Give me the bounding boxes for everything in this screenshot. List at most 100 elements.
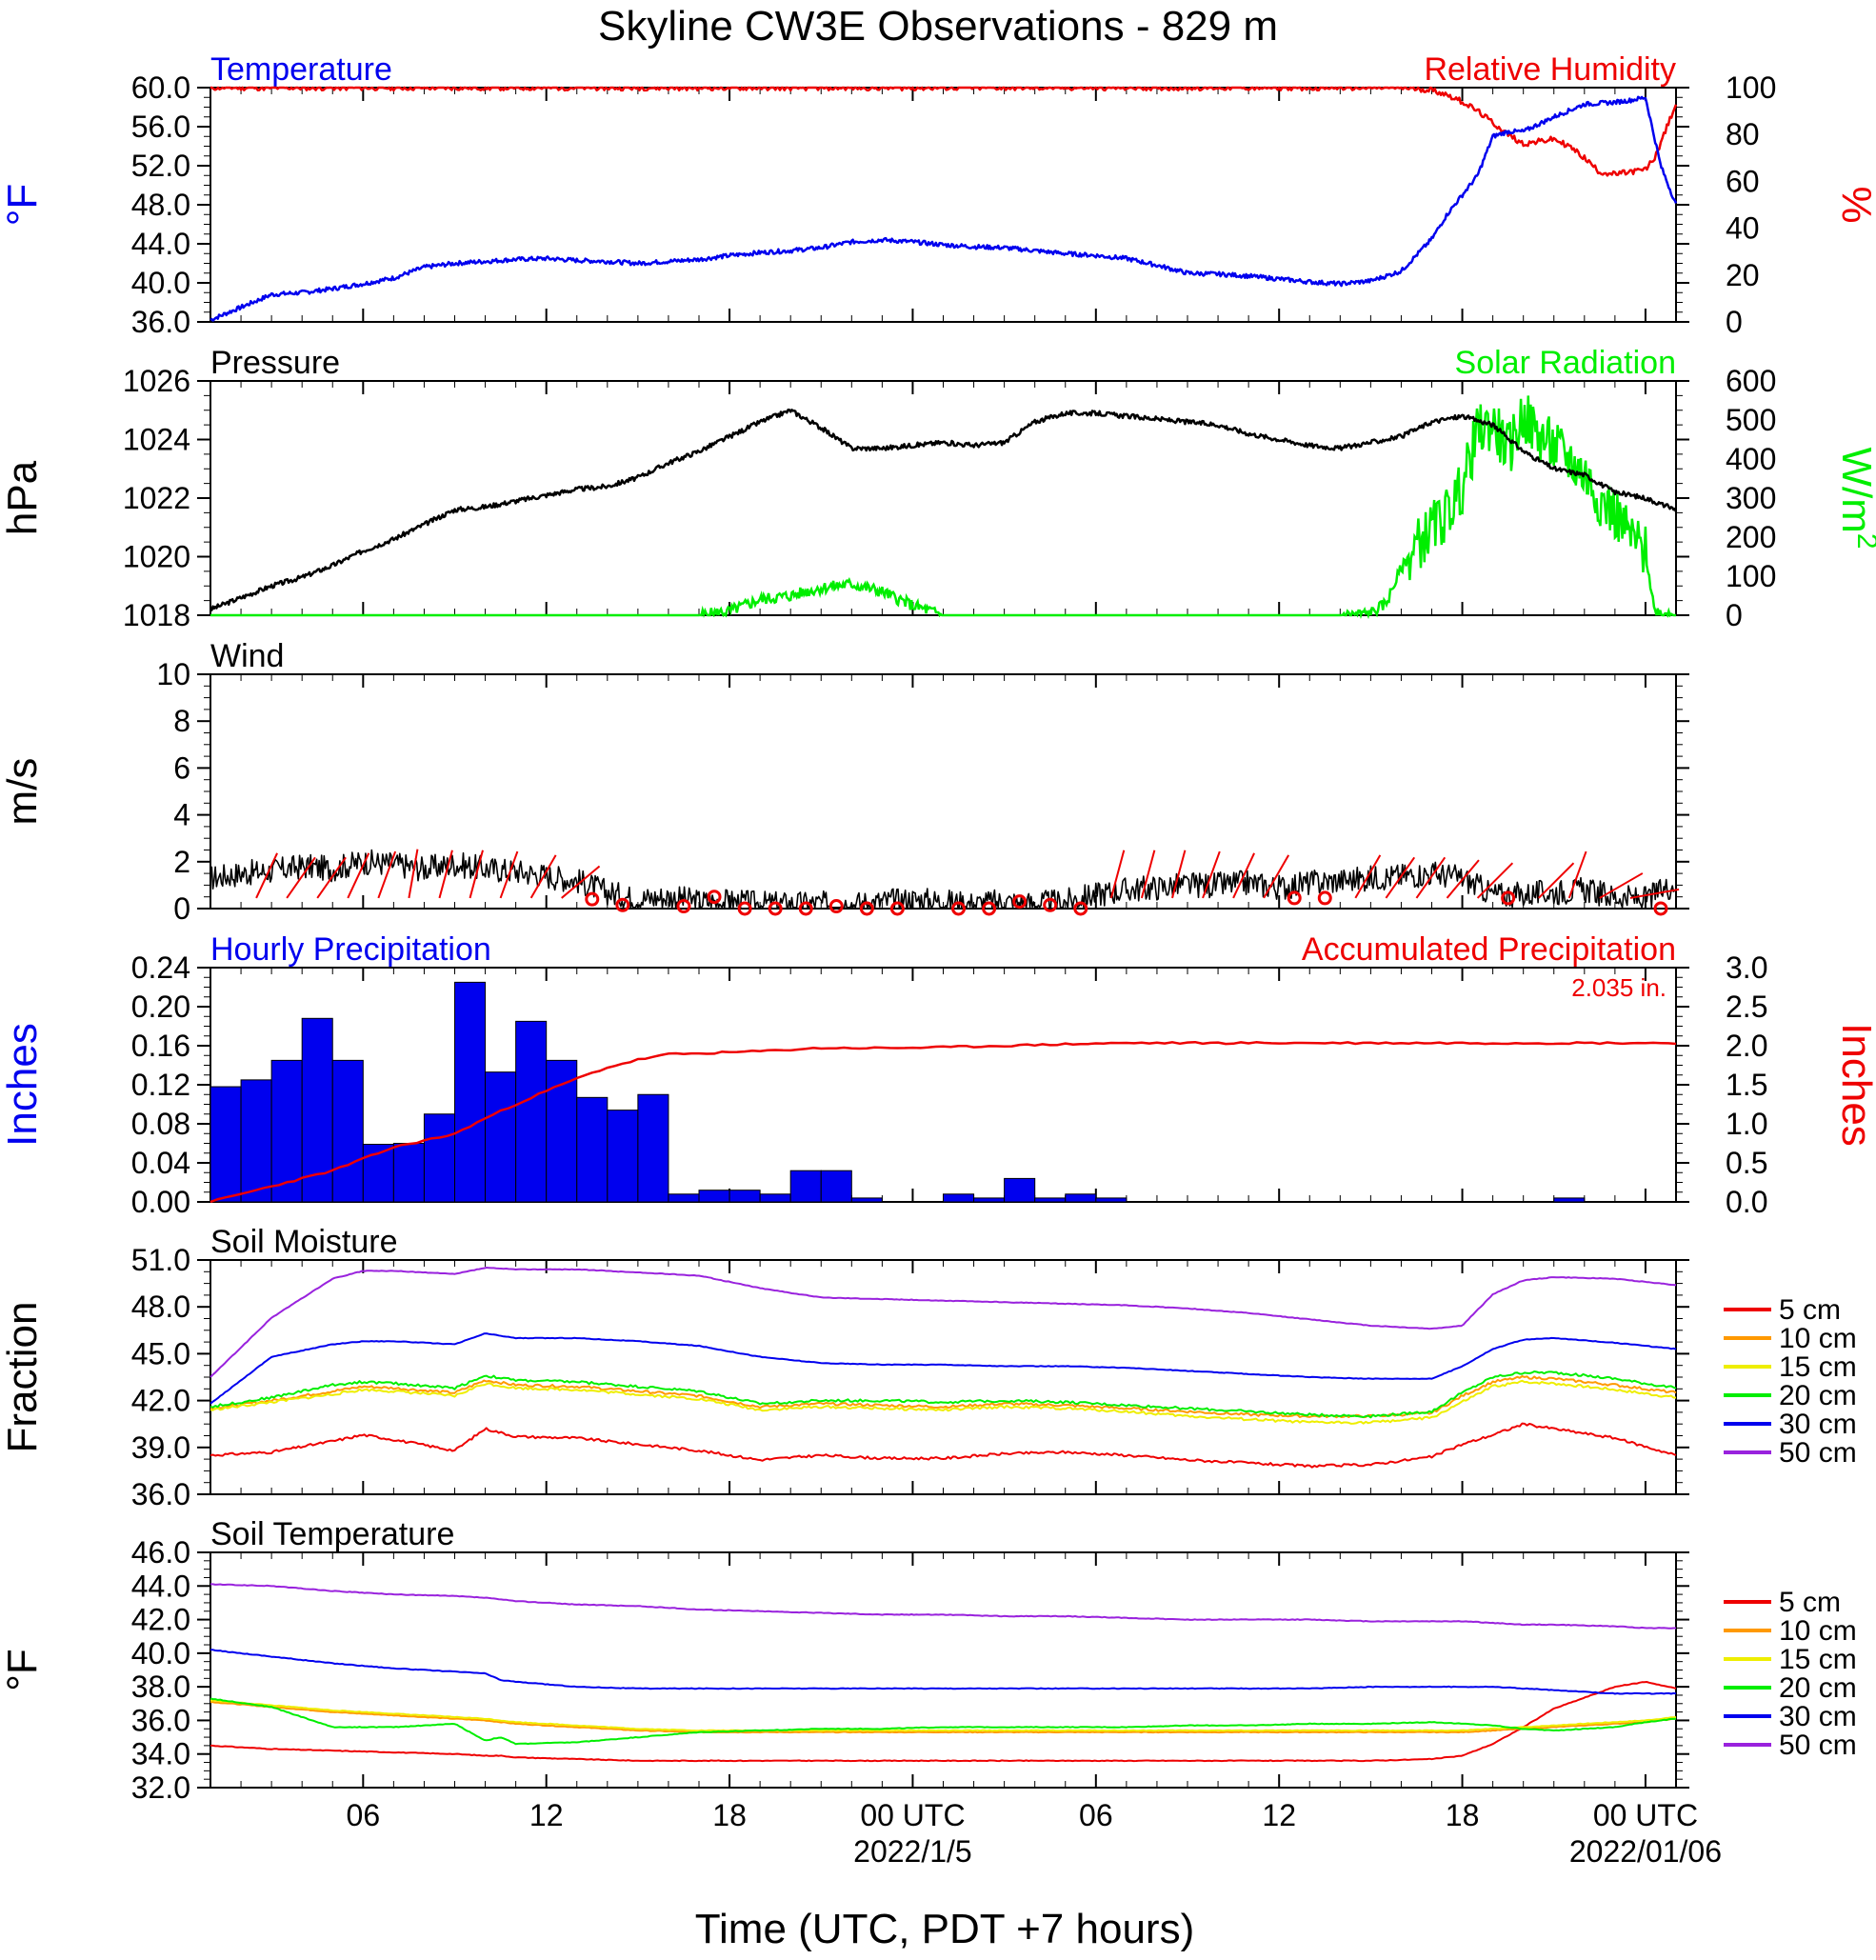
panels: 60.056.052.048.044.040.036.0100806040200…	[0, 51, 1876, 1869]
wind-barb	[469, 850, 484, 899]
legend-label: 5 cm	[1779, 1294, 1841, 1326]
soil-temperature-ytick-label-left: 40.0	[131, 1636, 190, 1670]
precip-bar	[607, 1110, 639, 1203]
temperature-humidity-ytick-label-left: 36.0	[131, 305, 190, 339]
precip-bar	[698, 1190, 730, 1203]
precipitation-ytick-label-right: 2.0	[1726, 1029, 1767, 1063]
pressure-solar-ylabel-right-sup: 2	[1851, 533, 1876, 550]
temperature-humidity-ytick-label-right: 0	[1726, 305, 1743, 339]
temperature-humidity-ytick-label-right: 80	[1726, 117, 1760, 151]
pressure-solar-ytick-label-left: 1018	[123, 598, 190, 632]
pressure-solar-ytick-label-left: 1022	[123, 481, 190, 515]
chart-title: Skyline CW3E Observations - 829 m	[598, 3, 1278, 50]
soil-temperature-ytick-label-left: 36.0	[131, 1703, 190, 1737]
soil-temperature-ylabel-left: °F	[0, 1649, 46, 1690]
pressure-solar-ytick-label-right: 0	[1726, 598, 1743, 632]
wind-barb-calm	[737, 901, 752, 916]
precipitation-ytick-label-left: 0.08	[131, 1107, 190, 1141]
precip-bar	[1095, 1197, 1128, 1203]
solar-radiation-line	[210, 395, 1676, 620]
precip-bar	[331, 1059, 364, 1203]
wind-barb	[1232, 852, 1255, 899]
soil-line-20cm	[210, 1697, 1677, 1746]
temperature-humidity-ytick-label-right: 60	[1726, 164, 1760, 198]
soil-moisture-ylabel-left: Fraction	[0, 1302, 46, 1453]
accum-precip-line	[210, 1040, 1677, 1204]
precip-bar	[485, 1071, 517, 1203]
wind-ylabel-left: m/s	[0, 758, 46, 826]
soil-moisture-title-left: Soil Moisture	[210, 1224, 398, 1260]
wind-barb-calm	[676, 899, 691, 914]
legend-label: 30 cm	[1779, 1701, 1857, 1732]
soil-temperature-title-left: Soil Temperature	[210, 1516, 454, 1552]
soil-line-10cm	[210, 1701, 1677, 1734]
soil-line-5cm	[210, 1681, 1677, 1763]
temperature-line	[210, 95, 1678, 322]
wind-barb	[1140, 850, 1156, 899]
precipitation-ytick-label-right: 3.0	[1726, 950, 1767, 985]
wind-barb	[255, 852, 278, 899]
soil-line-20cm	[210, 1370, 1677, 1419]
wind-barb-calm	[1287, 890, 1302, 906]
pressure-solar-ytick-label-right: 600	[1726, 364, 1776, 398]
wind-barb	[1567, 850, 1587, 899]
wind-barb-calm	[1653, 901, 1668, 916]
wind-ytick-label-left: 2	[173, 845, 190, 879]
temperature-humidity-ytick-label-left: 48.0	[131, 188, 190, 222]
wind-barb	[1385, 856, 1416, 899]
precip-bar	[454, 981, 487, 1203]
temperature-humidity-ytick-label-right: 20	[1726, 258, 1760, 292]
wind-speed-line	[210, 849, 1677, 909]
soil-line-30cm	[210, 1332, 1677, 1405]
xtick-label: 00 UTC	[860, 1798, 965, 1832]
soil-temperature-ytick-label-left: 42.0	[131, 1603, 190, 1637]
pressure-solar-ylabel-right: W/m2	[1833, 447, 1876, 549]
pressure-solar-ytick-label-right: 400	[1726, 442, 1776, 476]
temperature-humidity-ylabel-right: %	[1833, 186, 1876, 223]
wind-barb	[1202, 850, 1221, 899]
soil-line-15cm	[210, 1379, 1676, 1425]
wind-barb-calm	[1501, 890, 1516, 906]
wind-barb	[408, 849, 419, 899]
soil-line-50cm	[210, 1267, 1677, 1378]
xtick-label: 18	[1446, 1798, 1480, 1832]
wind-barb-calm	[615, 897, 630, 912]
precipitation-ylabel-left: Inches	[0, 1023, 46, 1147]
pressure-solar-ytick-label-right: 100	[1726, 559, 1776, 593]
soil-moisture-ytick-label-left: 42.0	[131, 1384, 190, 1418]
legend-label: 20 cm	[1779, 1672, 1857, 1704]
precip-bar	[1034, 1197, 1067, 1203]
soil-temperature-ytick-label-left: 32.0	[131, 1770, 190, 1805]
temperature-humidity-ytick-label-left: 40.0	[131, 266, 190, 300]
precip-bar	[423, 1113, 455, 1203]
soil-line-30cm	[210, 1649, 1677, 1695]
precip-bar	[668, 1193, 700, 1203]
legend-label: 10 cm	[1779, 1615, 1857, 1647]
temperature-humidity-ytick-label-left: 52.0	[131, 149, 190, 183]
precipitation-ytick-label-left: 0.16	[131, 1029, 190, 1063]
wind-barb	[1538, 862, 1575, 899]
precip-bar	[789, 1170, 822, 1203]
precipitation-ytick-label-left: 0.00	[131, 1185, 190, 1219]
wind-ytick-label-left: 6	[173, 750, 190, 785]
temperature-humidity-ylabel-left: °F	[0, 184, 46, 226]
temperature-humidity-ytick-label-left: 60.0	[131, 70, 190, 105]
wind-barb	[1109, 850, 1126, 899]
legend-label: 20 cm	[1779, 1380, 1857, 1411]
wind-barb-calm	[951, 901, 967, 916]
xtick-date: 2022/1/5	[853, 1834, 972, 1869]
wind-barb	[1476, 862, 1514, 899]
legend-label: 15 cm	[1779, 1351, 1857, 1383]
precipitation-ytick-label-left: 0.12	[131, 1068, 190, 1102]
legend-label: 10 cm	[1779, 1323, 1857, 1354]
precipitation-ytick-label-right: 0.0	[1726, 1185, 1767, 1219]
wind-barb	[1171, 850, 1187, 899]
temperature-humidity-ytick-label-left: 56.0	[131, 110, 190, 144]
pressure-solar-title-left: Pressure	[210, 345, 340, 381]
wind-barb	[1415, 856, 1447, 899]
pressure-solar-title-right: Solar Radiation	[1455, 345, 1676, 381]
wind-barb-calm	[889, 901, 905, 916]
precipitation-ytick-label-right: 1.5	[1726, 1068, 1767, 1102]
precip-bar	[1553, 1197, 1586, 1203]
